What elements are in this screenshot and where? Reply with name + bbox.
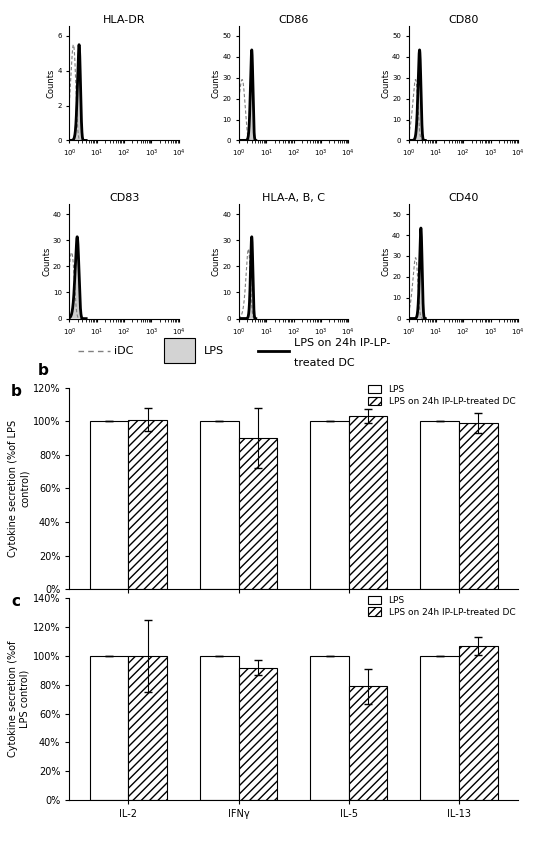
Title: CD80: CD80 [448, 14, 478, 25]
Bar [420, 656, 459, 800]
Y-axis label: Counts: Counts [212, 247, 221, 276]
Bar [459, 646, 498, 800]
Y-axis label: Counts: Counts [382, 68, 390, 98]
Title: CD86: CD86 [279, 14, 309, 25]
Text: b: b [38, 363, 49, 379]
Bar [349, 686, 387, 800]
Title: CD40: CD40 [448, 193, 478, 203]
Bar [200, 421, 239, 589]
Bar [310, 656, 349, 800]
Y-axis label: Counts: Counts [42, 247, 51, 276]
Y-axis label: Cytokine secretion (%of
LPS control): Cytokine secretion (%of LPS control) [9, 641, 30, 757]
Y-axis label: Counts: Counts [212, 68, 221, 98]
Bar [310, 421, 349, 589]
Bar [349, 416, 387, 589]
Bar [459, 423, 498, 589]
Bar [239, 667, 277, 800]
Text: LPS on 24h IP-LP-: LPS on 24h IP-LP- [294, 338, 390, 348]
Bar [239, 438, 277, 589]
Bar [200, 656, 239, 800]
Text: treated DC: treated DC [294, 358, 355, 368]
Title: CD83: CD83 [109, 193, 139, 203]
Bar [90, 656, 128, 800]
Title: HLA-DR: HLA-DR [103, 14, 145, 25]
Text: LPS: LPS [204, 346, 224, 356]
Legend: LPS, LPS on 24h IP-LP-treated DC: LPS, LPS on 24h IP-LP-treated DC [365, 593, 518, 620]
Bar [90, 421, 128, 589]
Legend: LPS, LPS on 24h IP-LP-treated DC: LPS, LPS on 24h IP-LP-treated DC [365, 382, 518, 408]
Y-axis label: Counts: Counts [382, 247, 390, 276]
Text: b: b [11, 384, 22, 398]
Y-axis label: Counts: Counts [47, 68, 56, 98]
Bar [420, 421, 459, 589]
Text: iDC: iDC [114, 346, 134, 356]
Bar [128, 656, 167, 800]
Y-axis label: Cytokine secretion (%of LPS
control): Cytokine secretion (%of LPS control) [9, 420, 30, 557]
Title: HLA-A, B, C: HLA-A, B, C [262, 193, 325, 203]
Bar [128, 420, 167, 589]
Text: c: c [11, 594, 20, 609]
Bar [163, 338, 195, 363]
